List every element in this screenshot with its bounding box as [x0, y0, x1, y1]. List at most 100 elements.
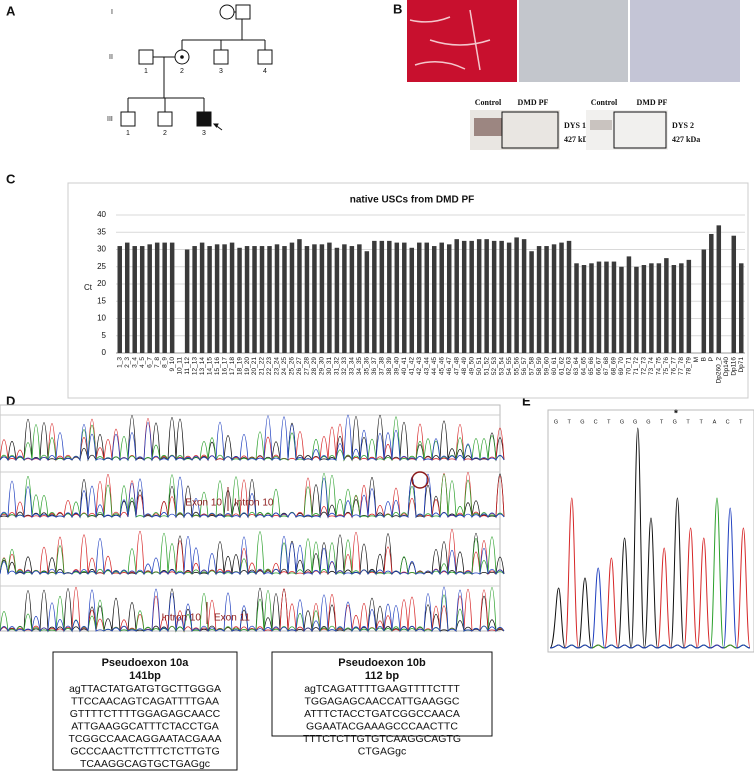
- chromatogram-label: Exon 11: [214, 613, 250, 624]
- bar: [207, 246, 212, 353]
- bar: [461, 240, 467, 353]
- lane-label: Control: [591, 98, 618, 107]
- individual-id: 3: [202, 130, 206, 137]
- base-call: G: [646, 419, 650, 425]
- bar: [139, 246, 145, 353]
- bar: [297, 239, 302, 353]
- bar: [454, 239, 459, 353]
- base-call: G: [673, 419, 677, 425]
- bar: [289, 242, 295, 353]
- x-tick-label: 64_65: [581, 357, 588, 375]
- chromatogram-label: Intron 10: [234, 498, 274, 509]
- base-call: A: [713, 419, 717, 425]
- x-tick-label: 75_76: [663, 357, 670, 375]
- trace: [0, 536, 505, 576]
- bar: [259, 246, 265, 353]
- blot-box: [501, 111, 559, 149]
- individual-id: 4: [263, 68, 267, 75]
- bar: [282, 246, 287, 353]
- bar: [709, 233, 714, 353]
- x-tick-label: 39_40: [394, 357, 401, 375]
- x-tick-label: 18_19: [236, 357, 243, 375]
- trace: [0, 414, 505, 462]
- x-tick-label: Dp260_2: [716, 357, 723, 384]
- individual-id: 3: [219, 68, 223, 75]
- x-tick-label: 40_41: [401, 357, 408, 375]
- x-tick-label: 44_45: [431, 357, 438, 375]
- bar: [581, 265, 587, 353]
- x-tick-label: 53_54: [498, 357, 505, 375]
- base-call: G: [554, 419, 558, 425]
- blot-band: [590, 120, 612, 130]
- bar: [649, 263, 654, 353]
- bar: [222, 244, 227, 353]
- bar: [529, 251, 534, 353]
- x-tick-label: 38_39: [386, 357, 393, 375]
- chromatogram-frame: [547, 409, 754, 653]
- sequence-line: TTTCTCTTGTGTCAAGGCAGTG: [303, 733, 461, 745]
- y-tick-label: 5: [102, 331, 107, 340]
- x-tick-label: 20_21: [251, 357, 258, 375]
- chromatogram-frame: [0, 404, 501, 632]
- stain-image: [407, 0, 517, 82]
- x-tick-label: 50_51: [476, 357, 483, 375]
- trace: [0, 587, 505, 633]
- sequence-box: [271, 651, 493, 737]
- x-tick-label: 45_46: [438, 357, 445, 375]
- x-tick-label: 30_31: [326, 357, 333, 375]
- x-tick-label: 59_60: [543, 357, 550, 375]
- bar: [379, 240, 385, 353]
- x-tick-label: 61_62: [558, 357, 565, 375]
- x-tick-label: 68_69: [611, 357, 618, 375]
- x-tick-label: 6_7: [146, 357, 153, 368]
- generation-label: III: [107, 116, 113, 123]
- bar: [679, 263, 684, 353]
- x-tick-label: 1_3: [116, 357, 123, 368]
- x-tick-label: 65_66: [588, 357, 595, 375]
- x-tick-label: 42_43: [416, 357, 423, 375]
- lane-label: DMD PF: [518, 98, 549, 107]
- x-tick-label: 14_15: [206, 357, 213, 375]
- bar: [402, 242, 407, 353]
- x-tick-label: 67_68: [603, 357, 610, 375]
- bar: [417, 242, 422, 353]
- x-tick-label: B: [701, 357, 708, 361]
- x-tick-label: 74_75: [656, 357, 663, 375]
- bar: [364, 251, 370, 353]
- bar: [124, 242, 130, 353]
- x-tick-label: 21_22: [259, 357, 266, 375]
- x-tick-label: 76_77: [671, 357, 678, 375]
- sequence-line: agTCAGATTTTGAAGTTTTCTTT: [304, 683, 460, 695]
- sequence-line: agTTACTATGATGTGCTTGGGA: [69, 683, 221, 695]
- x-tick-label: 51_52: [483, 357, 490, 375]
- trace: [0, 418, 505, 462]
- sequence-line: GGAATACGAAAGCCCAACTTC: [306, 720, 458, 732]
- bar: [274, 244, 280, 353]
- x-tick-label: Dp140: [723, 357, 730, 377]
- bar: [214, 244, 220, 353]
- x-tick-label: 60_61: [551, 357, 558, 375]
- x-tick-label: 48_49: [461, 357, 468, 375]
- generation-label: II: [109, 54, 113, 61]
- individual-id: 1: [144, 68, 148, 75]
- bar: [229, 242, 235, 353]
- bar: [154, 242, 160, 353]
- y-tick-label: 10: [97, 314, 106, 323]
- bar: [701, 249, 707, 353]
- bar: [117, 246, 122, 353]
- pedigree: [120, 4, 273, 131]
- y-tick-label: 20: [97, 279, 106, 288]
- bar: [394, 242, 400, 353]
- bar: [536, 246, 542, 353]
- antibody-label: DYS 1: [564, 121, 586, 130]
- y-tick-label: 15: [97, 296, 106, 305]
- x-tick-label: 34_35: [356, 357, 363, 375]
- base-call: T: [607, 419, 611, 425]
- chromatogram-label: Intron 10: [162, 613, 202, 624]
- bar: [267, 246, 272, 353]
- bar: [439, 242, 444, 353]
- bar: [664, 258, 669, 353]
- x-tick-label: 9_10: [169, 357, 176, 372]
- x-tick-label: 49_50: [468, 357, 475, 375]
- y-tick-label: 35: [97, 227, 106, 236]
